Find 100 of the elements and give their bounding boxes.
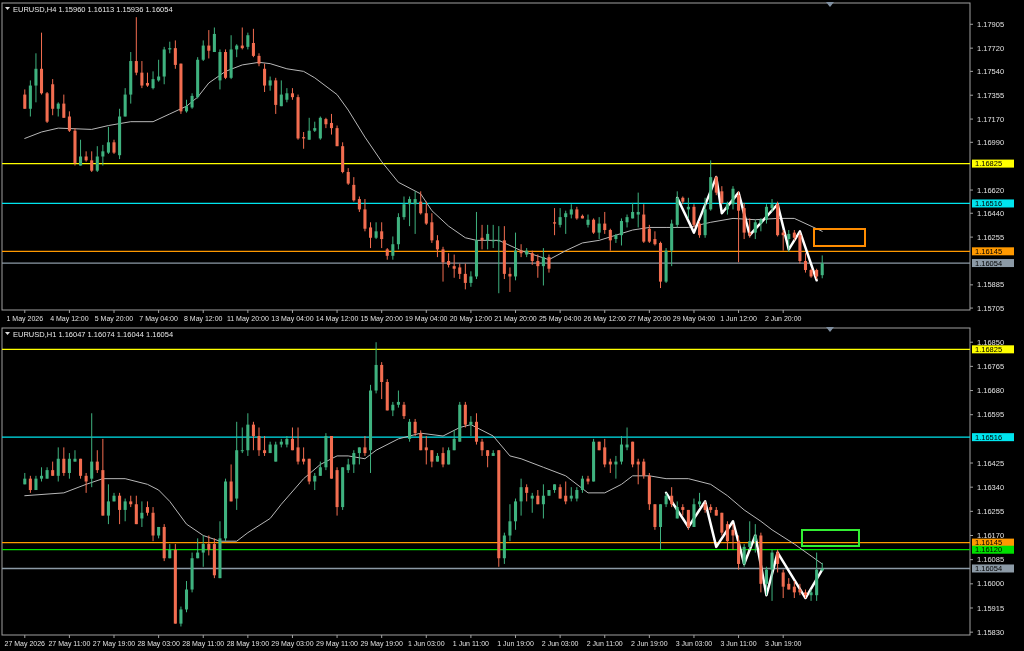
candlestick <box>324 117 328 129</box>
candlestick <box>296 426 300 465</box>
candlestick <box>619 217 623 246</box>
candlestick <box>603 211 607 235</box>
candlestick <box>737 190 741 263</box>
candlestick <box>608 228 612 252</box>
candlestick <box>536 254 540 279</box>
candlestick <box>413 190 417 235</box>
candlestick <box>251 421 255 451</box>
candlestick <box>480 438 484 457</box>
candlestick <box>497 225 501 294</box>
candlestick <box>430 212 434 244</box>
candlestick <box>441 246 445 283</box>
candlestick <box>619 435 623 465</box>
candlestick <box>307 117 311 141</box>
candlestick <box>748 520 752 551</box>
candlestick <box>564 210 568 235</box>
candlestick <box>34 52 38 103</box>
candlestick <box>212 27 216 53</box>
candlestick <box>820 254 824 279</box>
candlestick <box>586 475 590 485</box>
candlestick <box>558 207 562 228</box>
candlestick <box>636 192 640 228</box>
candlestick <box>692 203 696 228</box>
candlestick <box>547 254 551 274</box>
candlestick <box>374 221 378 240</box>
candlestick <box>363 435 367 457</box>
candlestick <box>151 506 155 542</box>
candlestick <box>106 483 110 525</box>
candlestick <box>519 478 523 517</box>
candlestick <box>79 139 83 167</box>
candlestick <box>263 63 267 93</box>
candlestick <box>737 535 741 571</box>
candlestick <box>670 486 674 508</box>
candlestick <box>285 87 289 103</box>
candlestick <box>90 412 94 488</box>
candlestick <box>184 580 189 613</box>
candlestick <box>408 418 412 443</box>
candlestick <box>474 412 479 446</box>
candlestick <box>647 224 651 244</box>
candlestick <box>770 549 774 602</box>
candlestick <box>134 16 138 76</box>
candlestick <box>240 426 244 454</box>
candlestick <box>614 233 618 244</box>
candlestick <box>787 229 791 253</box>
candlestick <box>106 126 110 155</box>
candlestick <box>658 503 663 551</box>
candlestick <box>329 113 334 136</box>
candlestick <box>469 415 473 437</box>
candlestick <box>95 449 99 474</box>
candlestick <box>62 94 66 119</box>
candlestick <box>463 263 467 290</box>
candlestick <box>653 230 657 246</box>
candlestick <box>380 361 384 400</box>
candlestick <box>263 435 267 457</box>
candlestick <box>742 543 746 568</box>
candlestick <box>380 221 384 249</box>
candlestick <box>714 175 718 196</box>
candlestick <box>753 219 757 240</box>
candlestick <box>770 198 774 213</box>
candlestick <box>469 270 473 288</box>
candlestick <box>73 449 77 463</box>
candlestick <box>62 446 66 477</box>
candlestick <box>123 87 127 118</box>
candlestick <box>363 198 367 232</box>
candlestick <box>251 28 255 58</box>
candlestick <box>541 247 545 286</box>
candlestick <box>642 458 646 480</box>
candlestick <box>513 498 518 531</box>
candlestick <box>586 214 590 228</box>
candlestick <box>67 452 71 480</box>
candlestick <box>179 606 183 627</box>
candlestick <box>653 503 657 531</box>
candlestick <box>101 144 105 167</box>
candlestick <box>84 472 88 494</box>
candlestick <box>123 498 127 522</box>
candlestick <box>631 441 635 468</box>
candlestick <box>352 449 356 474</box>
candlestick <box>419 190 423 216</box>
candlestick <box>151 70 155 90</box>
candlestick <box>67 110 71 133</box>
candlestick <box>441 446 445 468</box>
candlestick <box>424 201 428 226</box>
candlestick <box>803 252 808 274</box>
candlestick <box>502 532 506 565</box>
candlestick <box>201 535 205 568</box>
candlestick <box>118 492 122 525</box>
candlestick <box>491 224 495 249</box>
candlestick <box>764 566 768 596</box>
candlestick <box>603 438 607 468</box>
candlestick <box>229 463 233 502</box>
candlestick <box>408 195 412 227</box>
candlestick <box>452 254 456 279</box>
candlestick <box>369 221 373 249</box>
candlestick <box>95 145 99 173</box>
candlestick <box>201 39 205 62</box>
candlestick <box>28 79 32 118</box>
candlestick <box>134 495 138 525</box>
candlestick <box>140 60 144 89</box>
candlestick <box>731 185 735 210</box>
